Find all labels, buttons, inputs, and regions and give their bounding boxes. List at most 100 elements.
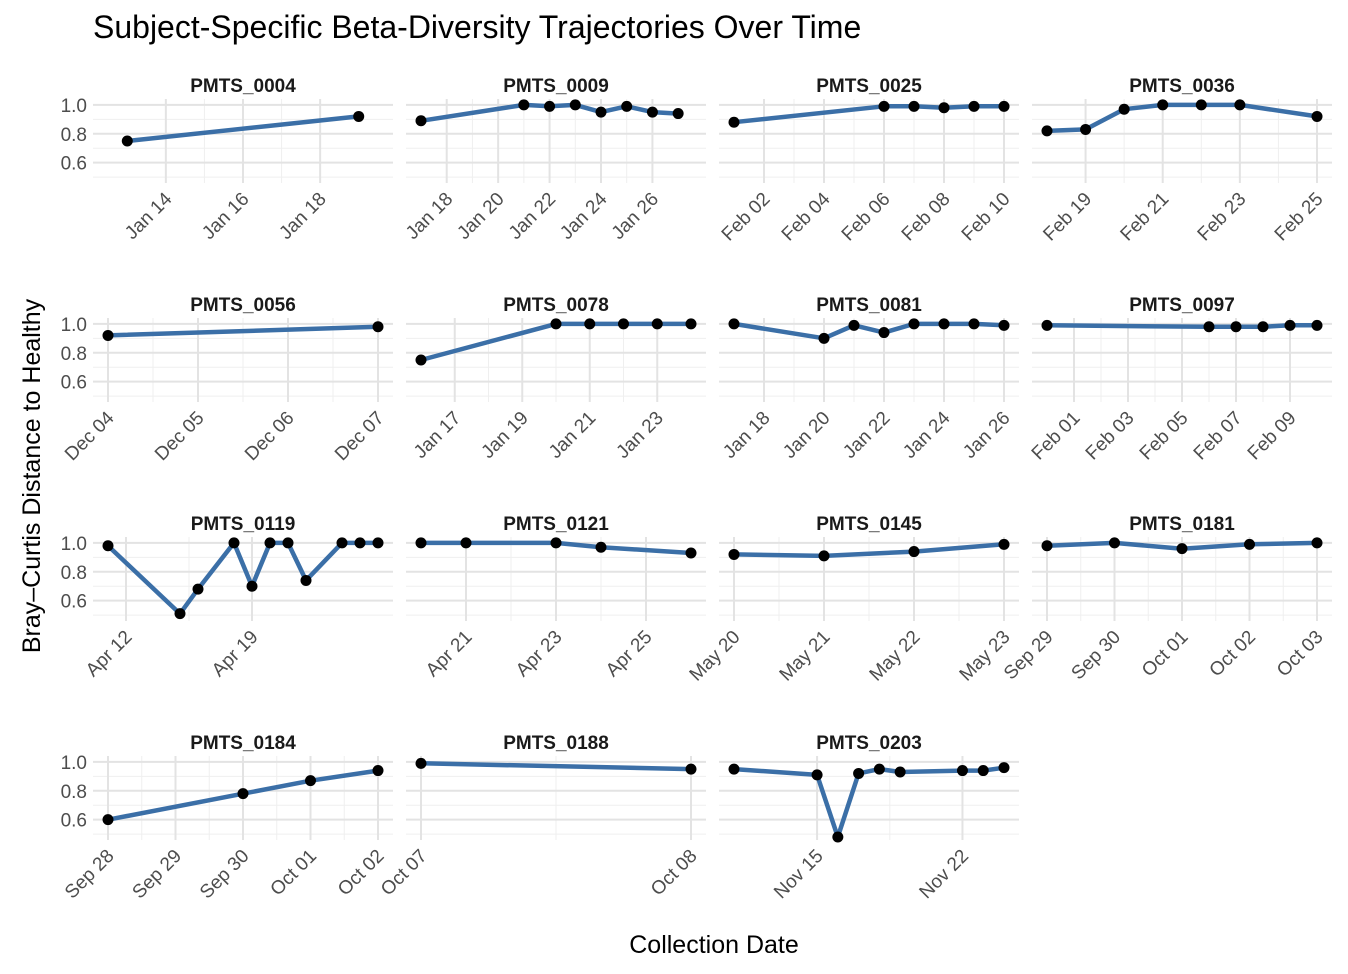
x-tick-label: Apr 25 [602,627,656,681]
data-point [1176,543,1188,555]
facet-label: PMTS_0119 [191,514,296,535]
series-line [125,114,361,144]
x-tick-label: Oct 08 [647,846,701,900]
data-point [1257,321,1269,333]
data-point [1311,319,1323,331]
y-axis-title: Bray–Curtis Distance to Healthy [18,298,46,653]
series-line [731,542,1007,559]
data-point [908,546,920,558]
data-point [618,318,629,330]
data-point [372,765,384,777]
x-tick-label: Jan 21 [545,408,600,463]
y-tick-label: 0.6 [61,154,87,175]
x-tick-label: Sep 29 [1000,627,1057,684]
data-point [998,538,1010,550]
facet-label: PMTS_0097 [1129,295,1235,316]
x-tick-label: Feb 01 [1028,408,1085,465]
data-point [415,757,427,769]
facet-pmts-0121: Apr 21 Apr 23 Apr 25 PMTS_0121 [406,514,706,681]
data-point [848,319,860,331]
series-line [731,321,1007,341]
data-point [956,765,968,777]
series-line [105,768,381,822]
x-tick-label: Feb 23 [1194,189,1251,246]
series-line [418,761,694,772]
x-tick-label: Apr 12 [82,627,136,681]
data-point [651,318,663,330]
facet-pmts-0119: Apr 12 Apr 19 PMTS_0119 0.6 0.8 1.0 [61,514,393,681]
data-point [1230,321,1242,333]
facet-label: PMTS_0188 [503,733,609,754]
facet-label: PMTS_0121 [503,514,609,535]
x-tick-label: Feb 19 [1039,189,1096,246]
data-point [977,765,989,777]
y-tick-label: 0.6 [61,373,87,394]
data-point [1244,538,1255,550]
data-point [174,608,186,620]
facet-pmts-0004: Jan 14 Jan 16 Jan 18 PMTS_0004 0.6 0.8 1.0 [61,76,393,244]
x-tick-label: Dec 07 [331,408,388,465]
data-point [1157,99,1169,111]
y-tick-label: 0.8 [61,125,87,146]
data-point [908,100,920,112]
facet-pmts-0145: May 20 May 21 May 22 May 23 PMTS_0145 [686,514,1019,686]
x-tick-label: Apr 23 [512,627,566,681]
y-tick-label: 0.6 [61,592,87,613]
data-point [818,550,830,562]
x-tick-label: Sep 28 [61,846,118,903]
x-tick-label: Jan 17 [410,408,465,463]
data-point [305,775,316,787]
x-tick-label: Jan 20 [779,408,834,463]
data-point [1234,99,1246,111]
data-point [264,537,276,549]
x-tick-label: Jan 22 [839,408,894,463]
data-point [1203,321,1215,333]
data-point [336,537,348,549]
data-point [1109,537,1120,549]
x-tick-label: Feb 07 [1190,408,1247,465]
x-tick-label: Dec 06 [241,408,298,465]
facet-label: PMTS_0004 [190,76,296,97]
x-tick-label: Jan 23 [613,408,668,463]
data-point [246,580,258,592]
y-tick-label: 1.0 [61,96,87,117]
data-point [228,537,240,549]
data-point [811,769,823,781]
data-point [728,763,740,775]
x-tick-label: Apr 21 [422,627,476,681]
x-tick-label: May 23 [956,627,1015,686]
x-tick-label: Feb 02 [718,189,775,246]
data-point [1284,319,1296,331]
x-tick-label: Feb 08 [898,189,955,246]
x-tick-label: Jan 18 [719,408,774,463]
facet-label: PMTS_0181 [1129,514,1235,535]
x-tick-label: Jan 26 [959,408,1014,463]
x-tick-label: May 21 [776,627,835,686]
facet-pmts-0203: Nov 15 Nov 22 PMTS_0203 [719,733,1019,903]
data-point [853,767,865,779]
x-tick-label: Oct 01 [267,846,321,900]
data-point [415,354,427,366]
data-point [102,329,114,341]
data-point [832,831,844,843]
facet-label: PMTS_0078 [503,295,609,316]
x-tick-label: Dec 05 [151,408,208,465]
data-point [544,100,556,112]
data-point [372,537,384,549]
data-point [728,318,740,330]
data-point [192,583,204,595]
x-tick-label: Jan 18 [275,189,330,244]
data-point [282,537,294,549]
data-point [569,99,581,111]
y-tick-label: 1.0 [61,753,87,774]
data-point [1041,540,1053,552]
x-tick-label: Sep 29 [129,846,186,903]
data-point [354,537,366,549]
x-tick-label: Apr 19 [208,627,262,681]
data-point [1080,123,1092,135]
facet-pmts-0184: Sep 28 Sep 29 Sep 30 Oct 01 Oct 02 PMTS_0184 0… [61,733,393,903]
data-point [1041,125,1053,137]
data-point [353,110,365,122]
y-tick-label: 0.8 [61,344,87,365]
